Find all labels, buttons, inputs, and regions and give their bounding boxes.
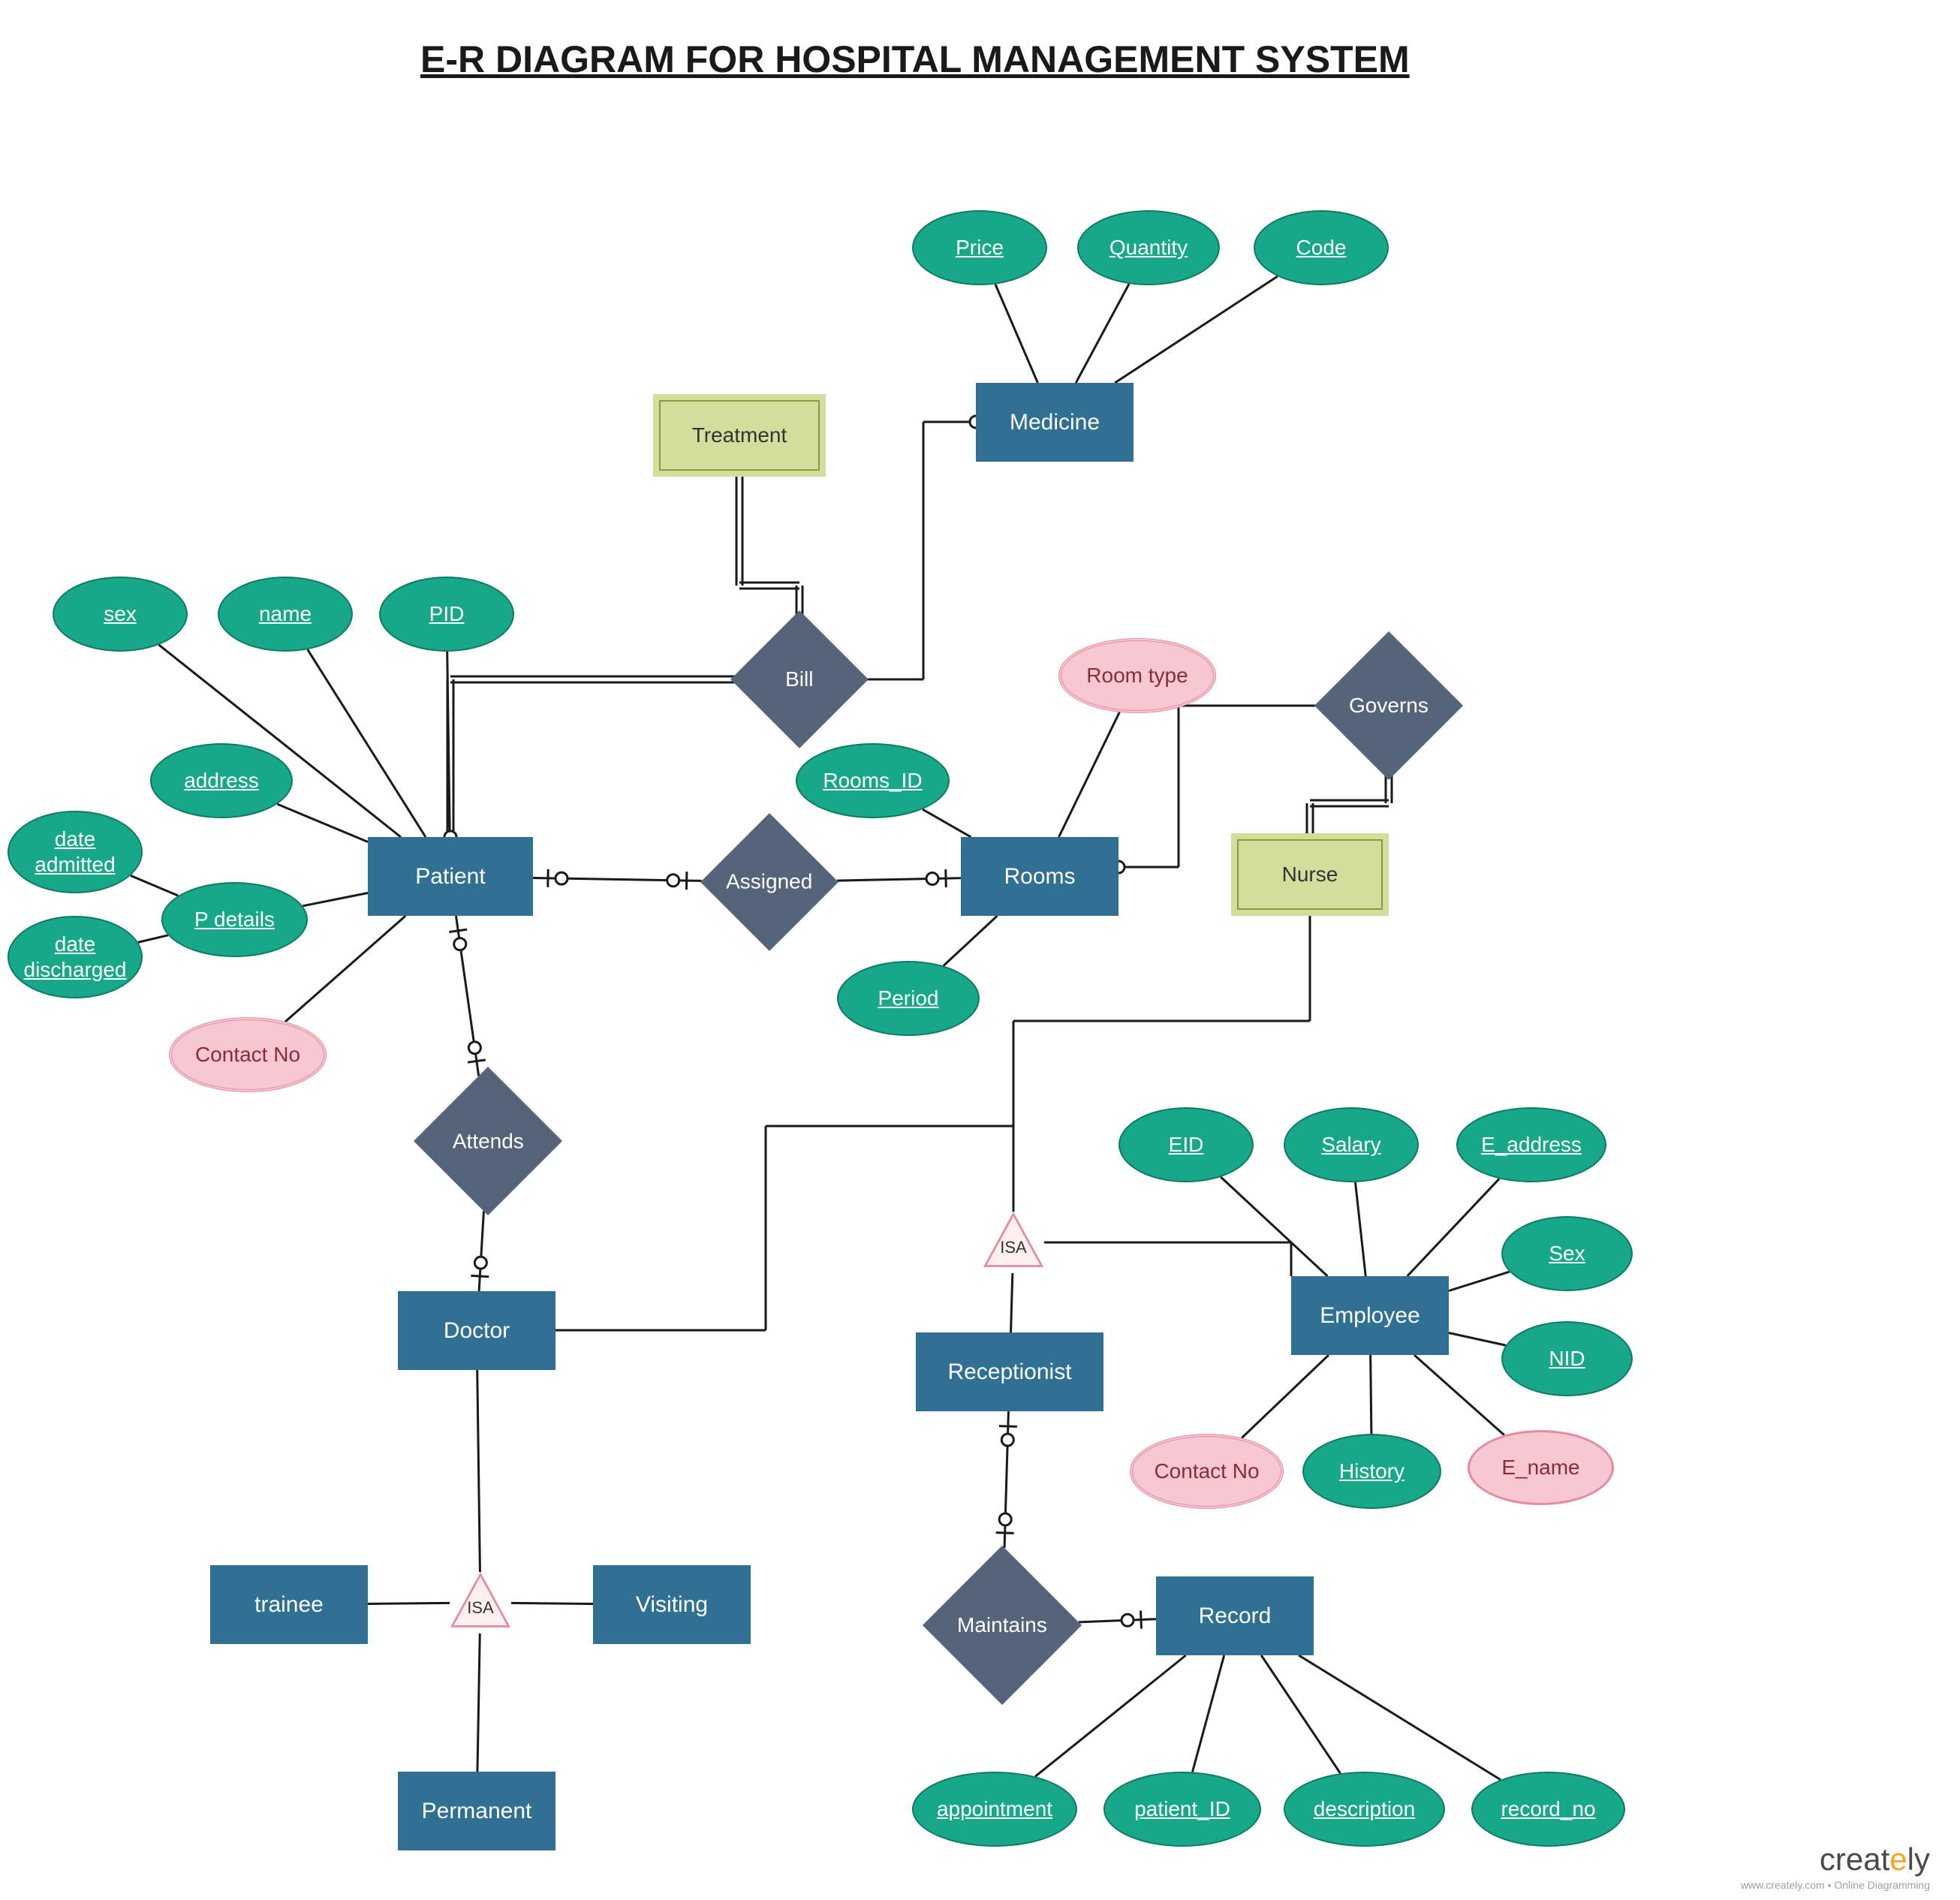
isa-isa2: ISA [980,1209,1047,1276]
weak-entity-treatment: Treatment [653,394,826,477]
weak-entity-nurse: Nurse [1231,833,1389,916]
attribute-eid: EID [1118,1107,1254,1182]
attribute-esex: Sex [1501,1216,1633,1291]
relationship-governs: Governs [1314,631,1463,780]
attribute-quantity: Quantity [1077,210,1220,285]
attribute-contactno: Contact No [169,1017,327,1092]
attribute-pdetails: P details [161,882,308,957]
attribute-pid: PID [379,577,514,652]
creately-subtext: www.creately.com • Online Diagramming [1741,1879,1930,1891]
entity-medicine: Medicine [976,383,1134,462]
attribute-nid: NID [1501,1321,1633,1396]
entity-doctor: Doctor [398,1291,555,1370]
entity-trainee: trainee [210,1565,368,1644]
attribute-description: description [1284,1772,1445,1847]
relationship-maintains: Maintains [923,1546,1082,1705]
attribute-appointment: appointment [912,1772,1077,1847]
attribute-recordno: record_no [1471,1772,1625,1847]
attribute-eaddress: E_address [1456,1107,1606,1182]
entity-employee: Employee [1291,1276,1449,1355]
relationship-attends: Attends [414,1067,562,1215]
attribute-address: address [150,743,293,818]
attribute-ename: E_name [1468,1430,1614,1505]
attribute-roomtype: Room type [1058,638,1216,713]
attribute-history: History [1302,1434,1441,1509]
diagram-title: E-R DIAGRAM FOR HOSPITAL MANAGEMENT SYST… [420,38,1410,81]
er-diagram-canvas: E-R DIAGRAM FOR HOSPITAL MANAGEMENT SYST… [0,0,1960,1900]
entity-visiting: Visiting [593,1565,751,1644]
entity-record: Record [1156,1576,1314,1655]
entity-rooms: Rooms [961,837,1118,916]
attribute-salary: Salary [1284,1107,1419,1182]
attribute-econtact: Contact No [1130,1434,1284,1509]
creately-logo: creately [1820,1841,1930,1877]
attribute-period: Period [837,961,980,1036]
attribute-patientid: patient_ID [1103,1772,1261,1847]
attribute-roomsid: Rooms_ID [796,743,950,818]
attribute-code: Code [1254,210,1389,285]
entity-receptionist: Receptionist [916,1332,1103,1411]
attribute-price: Price [912,210,1047,285]
entity-patient: Patient [368,837,533,916]
attribute-name: name [218,577,353,652]
attribute-datedis: date discharged [8,916,143,998]
entity-permanent: Permanent [398,1772,555,1850]
attribute-sex: sex [53,577,188,652]
isa-isa1: ISA [447,1569,514,1637]
relationship-bill: Bill [730,610,869,748]
relationship-assigned: Assigned [700,813,838,951]
attribute-dateadm: date admitted [8,811,143,893]
